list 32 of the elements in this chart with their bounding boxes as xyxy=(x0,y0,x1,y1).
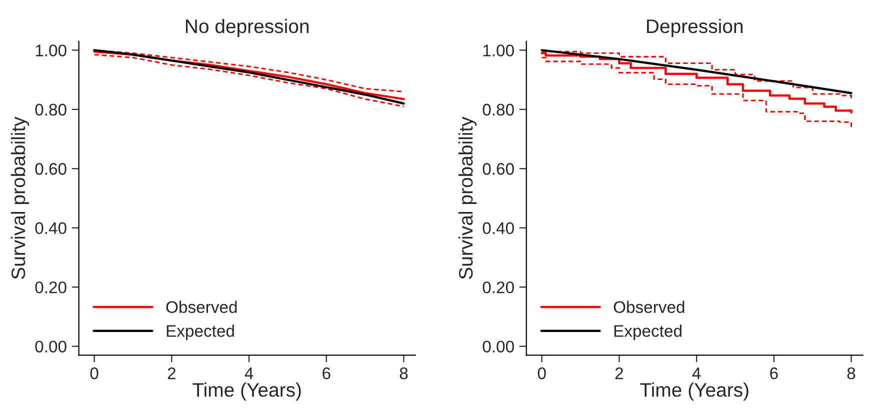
y-axis-title: Survival probability xyxy=(458,116,477,279)
chart-title: No depression xyxy=(186,18,309,37)
chart-title: Depression xyxy=(647,18,743,37)
y-tick-label: 1.00 xyxy=(36,44,66,56)
legend-label: Observed xyxy=(614,300,684,314)
x-tick-label: 0 xyxy=(90,367,98,380)
y-tick-label: 0.60 xyxy=(482,163,514,175)
x-tick-label: 0 xyxy=(538,367,546,380)
y-tick-label: 0.40 xyxy=(482,222,514,234)
x-tick-label: 8 xyxy=(847,367,856,380)
x-tick-label: 6 xyxy=(770,367,778,380)
y-tick-label: 1.00 xyxy=(483,44,514,56)
y-tick-label: 0.40 xyxy=(35,222,66,234)
y-tick-label: 0.20 xyxy=(482,281,514,294)
y-tick-label: 0.00 xyxy=(35,340,66,352)
x-axis-title: Time (Years) xyxy=(640,382,748,401)
x-tick-label: 6 xyxy=(322,367,330,380)
legend-label: Observed xyxy=(166,300,237,314)
y-tick-label: 0.60 xyxy=(35,163,66,175)
x-tick-label: 4 xyxy=(692,368,701,380)
x-tick-label: 2 xyxy=(168,367,176,380)
x-axis-title: Time (Years) xyxy=(192,382,301,401)
x-tick-label: 8 xyxy=(400,367,408,380)
x-tick-label: 2 xyxy=(615,367,623,380)
legend-label: Expected xyxy=(166,324,234,340)
y-tick-label: 0.80 xyxy=(482,104,514,116)
y-tick-label: 0.00 xyxy=(482,340,514,352)
y-tick-label: 0.20 xyxy=(35,281,66,294)
y-tick-label: 0.80 xyxy=(35,104,66,116)
y-axis-title: Survival probability xyxy=(10,116,30,279)
legend-label: Expected xyxy=(614,324,682,340)
x-tick-label: 4 xyxy=(244,368,254,380)
